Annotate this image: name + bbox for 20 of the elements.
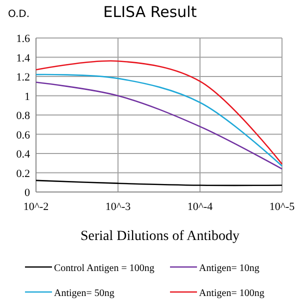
x-axis-title: Serial Dilutions of Antibody (80, 229, 240, 244)
legend-label: Antigen= 50ng (54, 288, 114, 299)
y-axis-title: O.D. (8, 9, 30, 20)
y-tick-label: 0.4 (16, 148, 30, 160)
y-tick-label: 0 (24, 187, 30, 199)
y-tick-label: 0.6 (16, 129, 30, 142)
x-tick-label: 10^-2 (23, 201, 49, 213)
y-tick-label: 1.4 (16, 52, 30, 64)
y-tick-label: 1 (24, 90, 30, 103)
y-tick-label: 1.6 (16, 33, 30, 45)
legend-label: Antigen= 10ng (199, 263, 260, 274)
chart-title: ELISA Result (103, 3, 197, 21)
legend-label: Control Antigen = 100ng (54, 263, 154, 274)
legend-label: Antigen= 100ng (199, 288, 264, 299)
x-tick-label: 10^-4 (187, 201, 214, 213)
y-tick-label: 1.2 (16, 72, 30, 84)
x-tick-label: 10^-5 (269, 201, 296, 213)
x-tick-label: 10^-3 (105, 201, 132, 213)
y-tick-label: 0.8 (16, 110, 30, 122)
y-tick-label: 0.2 (16, 168, 30, 180)
